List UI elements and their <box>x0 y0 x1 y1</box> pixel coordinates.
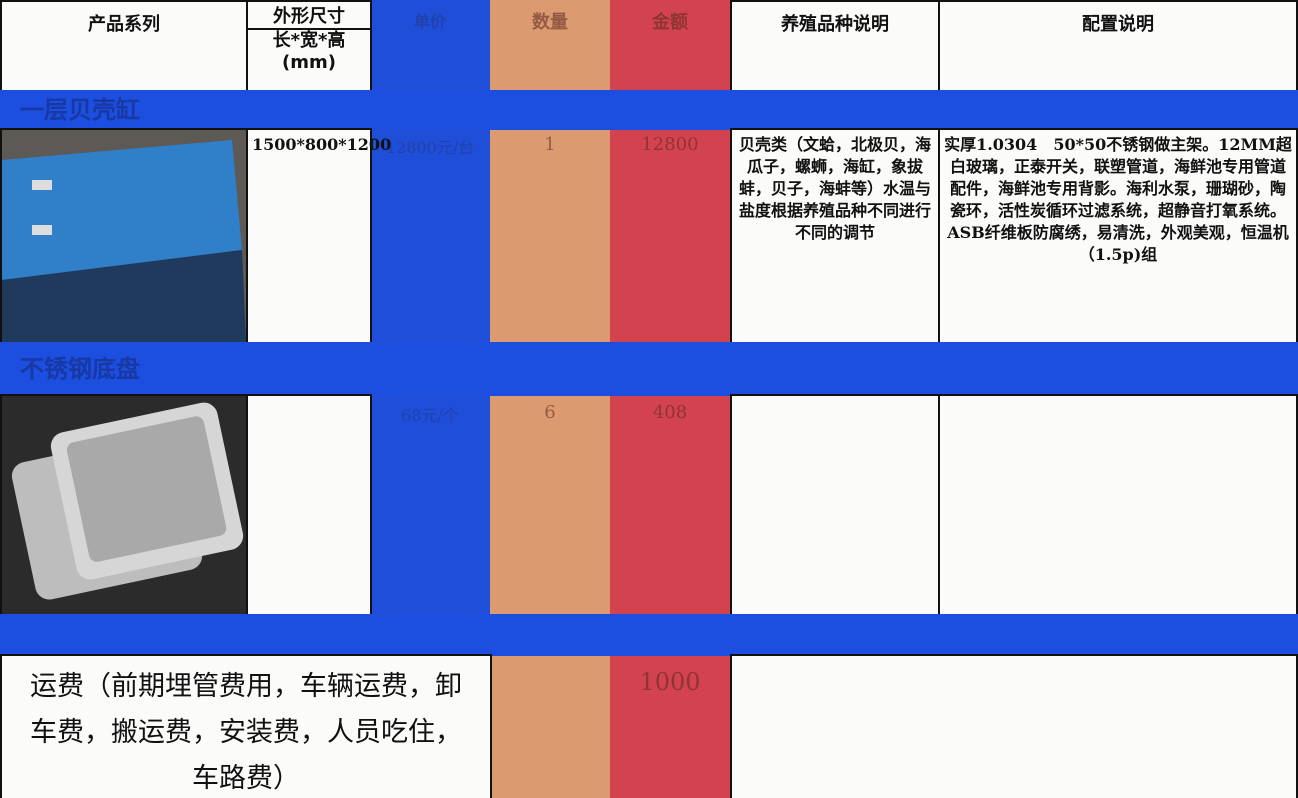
product-image <box>0 394 248 616</box>
config-cell <box>938 394 1298 616</box>
product-image <box>0 128 248 344</box>
size-cell <box>246 394 372 616</box>
unit-price: 68元/个 <box>401 406 459 425</box>
config-cell: 实厚1.0304 50*50不锈钢做主架。12MM超白玻璃，正泰开关，联塑管道，… <box>938 128 1298 344</box>
header-cell: 外形尺寸 长*宽*高 (mm) <box>246 0 372 92</box>
breed-cell <box>730 394 940 616</box>
section-band: 不锈钢底盘 <box>0 342 1298 396</box>
freight-empty <box>730 654 1298 798</box>
amount: 12800 <box>641 134 699 155</box>
quantity: 1 <box>544 134 556 155</box>
quantity: 6 <box>544 402 556 423</box>
unit-price: 12800元/台 <box>385 138 475 157</box>
section-band <box>0 614 1298 656</box>
header-quantity: 数量 <box>532 12 568 33</box>
size-cell: 1500*800*1200 <box>246 128 391 344</box>
section-band: 一层贝壳缸 <box>0 90 1298 130</box>
amount-column <box>610 0 730 798</box>
image-tray <box>2 396 246 614</box>
header-config: 配置说明 <box>938 0 1298 92</box>
header-dims: 长*宽*高 <box>272 30 346 51</box>
header-size: 外形尺寸 <box>248 6 370 30</box>
header-breed: 养殖品种说明 <box>730 0 940 92</box>
quantity-column <box>490 0 610 798</box>
header-unit: (mm) <box>282 52 336 73</box>
header-cell: 产品系列 <box>0 0 248 92</box>
freight-label: 运费（前期埋管费用，车辆运费，卸车费，搬运费，安装费，人员吃住，车路费） <box>0 654 492 798</box>
image-tank <box>2 130 246 342</box>
breed-cell: 贝壳类（文蛤，北极贝，海瓜子，螺蛳，海缸，象拔蚌，贝子，海蚌等）水温与盐度根据养… <box>730 128 940 344</box>
header-unit-price: 单价 <box>413 12 446 31</box>
freight-amount: 1000 <box>639 668 701 696</box>
header-amount: 金额 <box>652 12 688 33</box>
header-series: 产品系列 <box>88 14 160 35</box>
amount: 408 <box>652 402 688 423</box>
